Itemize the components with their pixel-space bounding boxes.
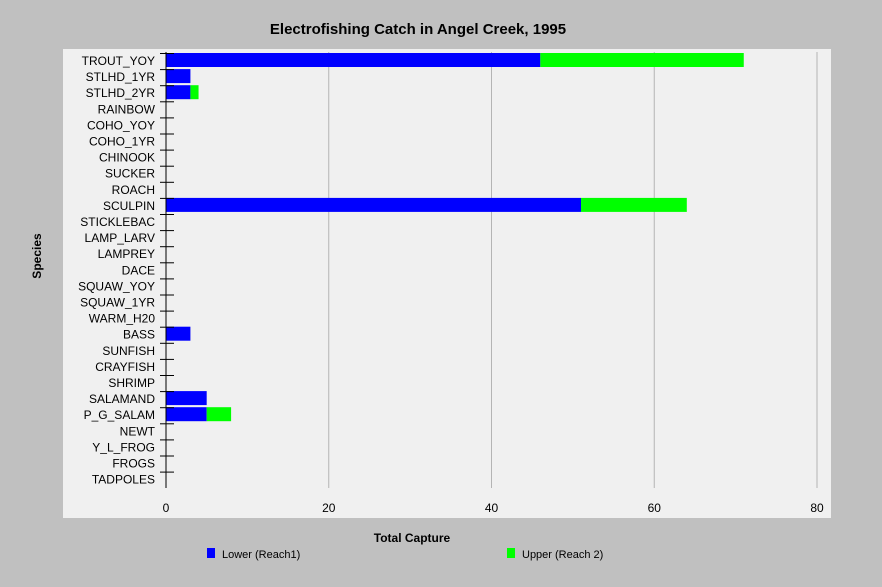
bar [166, 391, 207, 406]
y-tick-label: SUCKER [105, 167, 155, 181]
y-tick-label: RAINBOW [98, 102, 156, 116]
y-tick-label: TADPOLES [92, 473, 155, 487]
y-tick-label: NEWT [120, 424, 156, 438]
y-tick-label: LAMP_LARV [85, 231, 155, 245]
y-tick-label: COHO_1YR [89, 135, 155, 149]
x-tick-label: 0 [163, 501, 170, 515]
bar [581, 197, 687, 212]
y-tick-label-layer: TROUT_YOY STLHD_1YR STLHD_2YR RAINBOW COHO_Y… [78, 54, 156, 487]
y-axis-title: Species [30, 233, 44, 279]
y-tick-label: CRAYFISH [95, 360, 155, 374]
y-tick-label: SCULPIN [103, 199, 155, 213]
legend-label: Upper (Reach 2) [522, 549, 603, 561]
legend-label: Lower (Reach1) [222, 549, 300, 561]
bar [540, 53, 744, 67]
y-tick-label: CHINOOK [99, 151, 155, 165]
bar [166, 407, 207, 422]
legend-swatch [507, 548, 515, 558]
y-tick-label: STLHD_1YR [86, 70, 156, 84]
y-tick-label: STLHD_2YR [86, 86, 156, 100]
bar [166, 69, 191, 84]
legend: Lower (Reach1) Upper (Reach 2) [207, 548, 603, 561]
x-tick-label: 80 [810, 501, 824, 515]
grid-layer [328, 52, 818, 488]
bar [190, 85, 199, 100]
bar [166, 85, 191, 100]
y-tick-label: SQUAW_1YR [80, 296, 155, 310]
x-axis-title: Total Capture [374, 531, 451, 545]
chart-title: Electrofishing Catch in Angel Creek, 199… [270, 21, 566, 38]
y-tick-label: SHRIMP [108, 376, 155, 390]
axis-layer [160, 52, 174, 488]
x-tick-label: 60 [648, 501, 662, 515]
y-tick-label: LAMPREY [98, 247, 155, 261]
x-tick-label-layer: 0 20 40 60 80 [163, 501, 824, 515]
x-tick-label: 40 [485, 501, 499, 515]
y-tick-label: DACE [122, 263, 155, 277]
bar [206, 407, 232, 422]
y-tick-label: STICKLEBAC [80, 215, 155, 229]
y-tick-label: TROUT_YOY [82, 54, 155, 68]
y-tick-label: BASS [123, 328, 155, 342]
x-tick-label: 20 [322, 501, 336, 515]
bar [166, 197, 582, 212]
y-tick-label: SALAMAND [89, 392, 155, 406]
bar [166, 326, 191, 341]
y-tick-label: P_G_SALAM [84, 408, 155, 422]
y-tick-label: ROACH [112, 183, 155, 197]
bar [166, 53, 541, 67]
y-tick-label: SQUAW_YOY [78, 279, 155, 293]
y-tick-label: FROGS [112, 457, 155, 471]
y-tick-label: WARM_H20 [89, 312, 156, 326]
y-tick-label: Y_L_FROG [92, 440, 155, 454]
y-tick-label: COHO_YOY [87, 118, 155, 132]
legend-swatch [207, 548, 215, 558]
plot-panel [63, 49, 831, 518]
y-tick-label: SUNFISH [102, 344, 155, 358]
bar-layer [166, 53, 744, 422]
